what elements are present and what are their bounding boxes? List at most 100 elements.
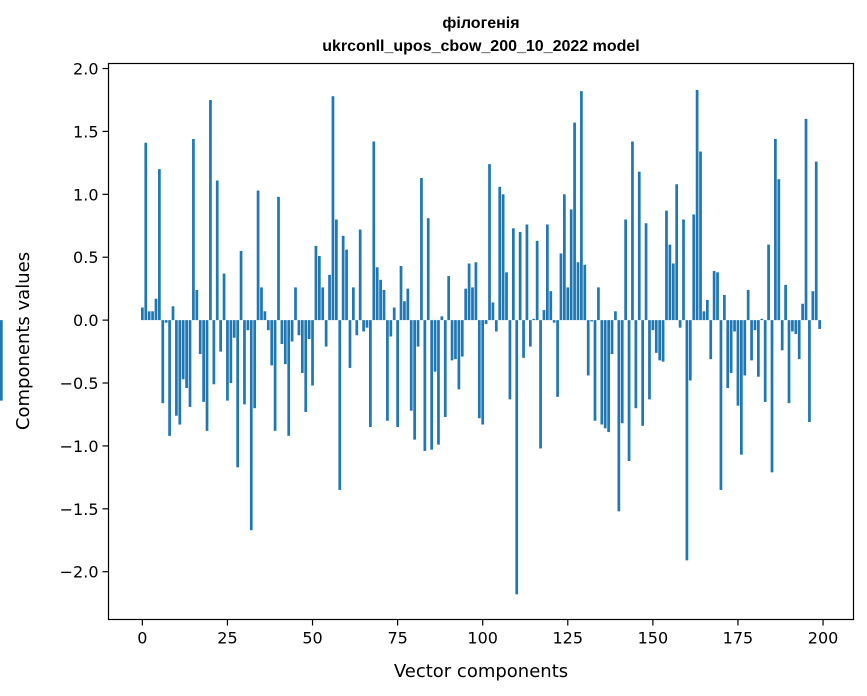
x-axis-ticks: 0 25 50 75 100 125 150 175 200 <box>137 619 838 648</box>
bar <box>675 184 679 321</box>
bar <box>719 320 723 490</box>
bar <box>733 320 736 332</box>
bar <box>399 266 403 321</box>
bar <box>682 219 685 321</box>
bar <box>212 320 216 385</box>
bar <box>334 219 338 321</box>
bar <box>753 320 757 331</box>
bar <box>273 320 277 431</box>
bar <box>750 320 753 361</box>
bar <box>600 320 604 425</box>
bar <box>518 232 522 321</box>
bar <box>416 320 420 347</box>
bar <box>304 320 308 412</box>
bar <box>757 320 760 377</box>
bar <box>528 320 532 347</box>
bar <box>440 316 444 321</box>
bar <box>450 320 454 361</box>
bar <box>369 320 372 428</box>
bar <box>617 320 621 512</box>
bar <box>433 320 437 372</box>
bar <box>515 320 519 595</box>
x-tick-label: 25 <box>217 629 237 648</box>
bar <box>474 262 478 321</box>
bar <box>423 320 427 451</box>
x-tick-label: 125 <box>553 629 584 648</box>
bar <box>147 311 151 321</box>
chart-subtitle: ukrconll_upos_cbow_200_10_2022 model <box>322 38 639 55</box>
bar <box>0 320 3 401</box>
y-tick-label: −2.0 <box>60 563 99 582</box>
bar <box>392 307 396 321</box>
bar <box>151 311 154 321</box>
bar <box>457 320 461 390</box>
bar <box>791 320 794 332</box>
bar <box>569 209 573 321</box>
bar <box>651 320 655 331</box>
bar <box>181 320 185 380</box>
bar <box>413 320 416 440</box>
bar <box>198 320 202 355</box>
bar <box>511 228 515 321</box>
bar <box>331 96 335 321</box>
bar <box>627 320 631 462</box>
bar <box>695 89 699 321</box>
bar <box>597 287 600 321</box>
bar <box>498 186 502 321</box>
bar <box>232 320 236 338</box>
bar <box>396 320 399 428</box>
y-tick-label: −1.5 <box>60 500 99 519</box>
bar <box>215 180 219 321</box>
bar <box>175 320 178 416</box>
bar <box>362 320 365 332</box>
bar <box>525 224 529 321</box>
bar <box>280 320 284 345</box>
bar <box>195 289 199 321</box>
bar <box>549 291 553 321</box>
bar <box>164 320 168 323</box>
bar <box>481 320 485 425</box>
bar <box>379 279 382 321</box>
bar <box>430 320 434 450</box>
bar <box>668 244 672 321</box>
bar <box>345 249 348 321</box>
bar <box>556 320 559 397</box>
x-tick-label: 150 <box>638 629 669 648</box>
bar <box>168 320 171 436</box>
bar <box>270 320 274 366</box>
bar <box>460 320 464 357</box>
bar <box>294 287 297 321</box>
bar <box>290 320 294 342</box>
bar <box>665 210 668 321</box>
x-tick-label: 50 <box>302 629 322 648</box>
bar <box>161 320 165 404</box>
bar <box>777 179 781 321</box>
bar <box>814 161 818 321</box>
bar <box>243 320 246 405</box>
bar <box>307 320 311 339</box>
y-axis-label: Components values <box>13 252 34 430</box>
plot-frame <box>107 62 855 621</box>
bar <box>447 276 451 321</box>
bar <box>239 250 243 321</box>
bar <box>205 320 209 431</box>
bar <box>661 320 665 362</box>
bar <box>712 271 716 321</box>
bar <box>263 311 267 321</box>
bar <box>563 194 566 321</box>
bar <box>794 320 798 334</box>
bar <box>188 320 192 407</box>
bar <box>740 320 743 455</box>
bar <box>804 118 808 321</box>
bar <box>382 289 386 321</box>
chart-title: філогенія <box>442 15 519 32</box>
bar <box>144 142 148 321</box>
bar <box>580 91 583 321</box>
bar <box>539 320 542 449</box>
bar <box>253 320 257 409</box>
bar <box>420 177 423 321</box>
bar <box>454 320 457 360</box>
bar <box>508 320 512 400</box>
